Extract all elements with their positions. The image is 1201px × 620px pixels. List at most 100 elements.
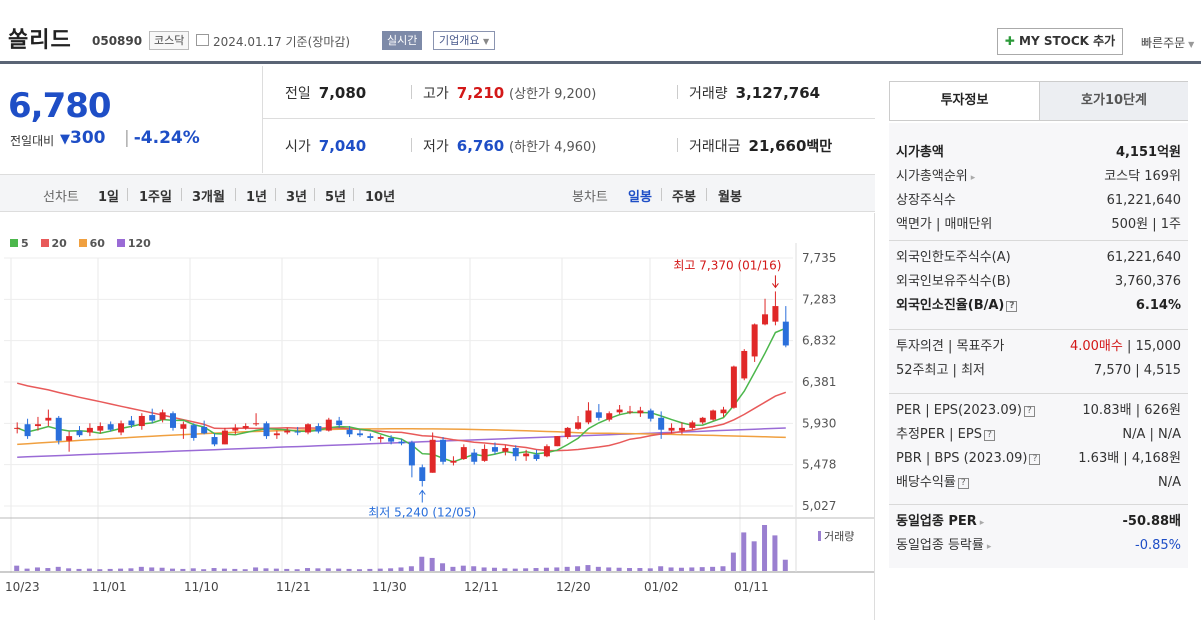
volume-bar	[86, 568, 92, 571]
volume-bar	[159, 567, 165, 571]
volume-bar	[76, 568, 82, 571]
info-key: 52주최고 | 최저	[896, 363, 985, 378]
volume-legend-swatch	[818, 531, 821, 541]
volume-bar	[606, 567, 612, 571]
prev-close: 전일 7,080	[285, 83, 366, 103]
change-label: 전일대비	[10, 134, 55, 148]
period-3m[interactable]: 3개월	[192, 190, 225, 205]
candle-body	[772, 306, 779, 322]
info-key: 시가총액	[896, 145, 944, 160]
tab-order-book[interactable]: 호가10단계	[1039, 82, 1188, 120]
volume-bar	[34, 567, 40, 571]
divider	[353, 188, 354, 201]
candle-weekly[interactable]: 주봉	[672, 190, 696, 205]
divider	[889, 393, 1188, 394]
min-price-label: 최저 5,240 (12/05)	[368, 505, 476, 519]
info-key[interactable]: PBR | BPS (2023.09)?	[896, 447, 1041, 471]
volume-bar	[668, 567, 674, 571]
period-3y[interactable]: 3년	[286, 190, 308, 205]
info-key: 상장주식수	[896, 193, 956, 208]
candle-body	[658, 417, 665, 430]
volume-bar	[595, 566, 601, 571]
candle-monthly[interactable]: 월봉	[718, 190, 742, 205]
info-key[interactable]: 시가총액순위 ▸	[896, 169, 976, 184]
help-icon[interactable]: ?	[983, 430, 995, 441]
info-key[interactable]: 동일업종 PER ▸	[896, 514, 985, 529]
volume-bar	[533, 568, 539, 571]
candle-body	[512, 448, 519, 457]
info-key[interactable]: 동일업종 등락률 ▸	[896, 538, 992, 553]
volume-bar	[14, 565, 20, 571]
volume-bar	[471, 566, 477, 571]
info-key[interactable]: 추정PER | EPS?	[896, 423, 995, 447]
candle-daily[interactable]: 일봉	[628, 190, 652, 205]
help-icon[interactable]: ?	[1029, 454, 1041, 465]
volume-bar	[356, 569, 362, 571]
info-key[interactable]: 배당수익률?	[896, 471, 969, 495]
open-label: 시가	[285, 139, 311, 155]
divider	[706, 188, 707, 201]
info-row: 시가총액 4,151억원	[896, 141, 1181, 165]
volume-bar	[408, 566, 414, 571]
info-key: 외국인한도주식수(A)	[896, 250, 1011, 265]
info-value: 3,760,376	[1114, 274, 1181, 289]
add-mystock-button[interactable]: ✚ MY STOCK 추가	[997, 28, 1123, 55]
info-key[interactable]: 외국인소진율(B/A)?	[896, 294, 1018, 318]
prev-close-value: 7,080	[318, 84, 367, 102]
help-icon[interactable]: ?	[957, 478, 969, 489]
divider	[127, 188, 128, 201]
candle-body	[575, 422, 582, 429]
x-tick-label: 12/11	[464, 580, 499, 594]
info-value: N/A | N/A	[1122, 427, 1181, 442]
corp-info-dropdown[interactable]: 기업개요 ▼	[433, 31, 496, 50]
quick-order-dropdown[interactable]: 빠른주문 ▼	[1141, 34, 1194, 51]
candle-body	[762, 314, 769, 325]
volume-bar	[720, 566, 726, 571]
volume-bar	[419, 556, 425, 571]
candle-body	[315, 426, 322, 432]
legend-swatch	[116, 239, 125, 247]
tab-invest-info[interactable]: 투자정보	[890, 82, 1039, 120]
volume-bar	[388, 568, 394, 571]
price-chart[interactable]: 5 20 60 120 7,735 7,283 6,832 6,381 5,930 5,4…	[0, 213, 875, 620]
volume-bar	[253, 567, 259, 571]
volume-bar	[512, 568, 518, 571]
candle-body	[128, 420, 135, 426]
volume-bar	[305, 568, 311, 571]
market-badge: 코스닥	[149, 31, 190, 50]
help-icon[interactable]: ?	[1006, 301, 1018, 312]
period-5y[interactable]: 5년	[325, 190, 347, 205]
period-10y[interactable]: 10년	[365, 190, 396, 205]
prev-close-label: 전일	[285, 86, 311, 102]
period-1y[interactable]: 1년	[246, 190, 268, 205]
period-1w[interactable]: 1주일	[139, 190, 172, 205]
x-tick-label: 11/01	[92, 580, 127, 594]
stock-header: 쏠리드 050890 코스닥 2024.01.17 기준(장마감) 실시간 기업…	[0, 0, 1201, 64]
candle-body	[429, 439, 436, 473]
divider	[235, 188, 236, 201]
info-key[interactable]: PER | EPS(2023.09)?	[896, 399, 1035, 423]
candle-body	[346, 429, 353, 435]
volume-bar	[699, 567, 705, 571]
candle-body	[782, 321, 789, 346]
candle-body	[668, 427, 675, 431]
change-value: ▼300	[60, 128, 106, 148]
volume-bar	[543, 567, 549, 571]
info-value: 코스닥 169위	[1104, 169, 1181, 184]
volume-bar	[772, 535, 778, 571]
volume-bar	[616, 567, 622, 571]
volume-label: 거래량	[689, 86, 728, 102]
candle-body	[305, 424, 312, 433]
info-row: 동일업종 등락률 ▸ -0.85%	[896, 534, 1181, 558]
volume-bar	[190, 568, 196, 571]
stock-name: 쏠리드	[8, 28, 72, 53]
y-tick-label: 7,283	[802, 292, 836, 306]
volume-bar	[201, 569, 207, 571]
period-1d[interactable]: 1일	[98, 190, 120, 205]
info-value: 4.00매수 | 15,000	[1069, 339, 1181, 354]
volume-bar	[346, 568, 352, 571]
volume-bar	[637, 568, 643, 571]
realtime-button[interactable]: 실시간	[382, 31, 423, 50]
help-icon[interactable]: ?	[1023, 406, 1035, 417]
